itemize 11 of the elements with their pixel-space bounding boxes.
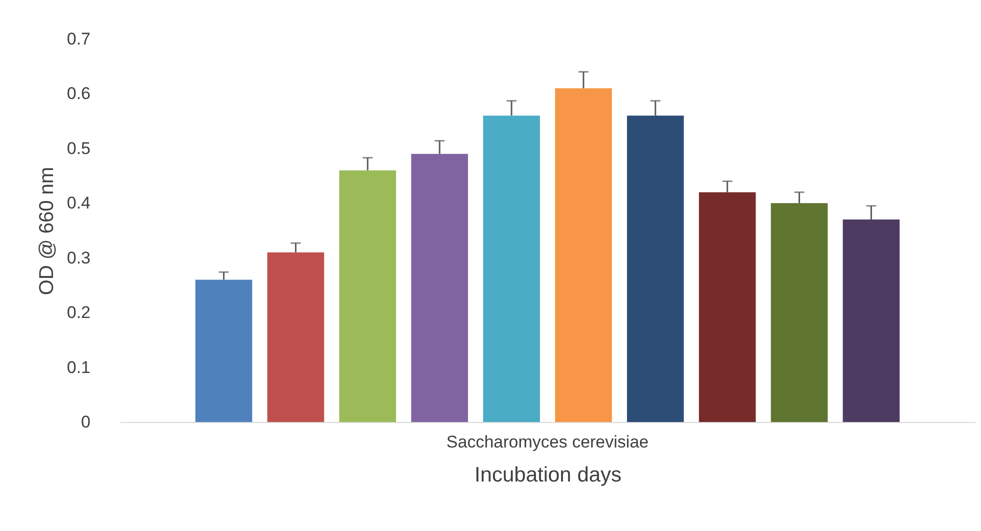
y-tick-label: 0.2 xyxy=(66,303,90,322)
x-tick-label: Saccharomyces cerevisiae xyxy=(446,432,649,452)
y-tick-label: 0.4 xyxy=(66,194,90,213)
y-tick-label: 0.3 xyxy=(66,248,90,268)
x-axis-title: Incubation days xyxy=(474,464,622,486)
y-tick-label: 0.7 xyxy=(66,30,90,48)
y-tick-label: 0.5 xyxy=(66,138,90,158)
y-tick-label: 0 xyxy=(81,412,90,432)
y-tick-label: 0.1 xyxy=(66,358,90,377)
y-axis-title: OD @ 660 nm xyxy=(36,166,58,296)
y-tick-label: 0.6 xyxy=(66,84,90,104)
